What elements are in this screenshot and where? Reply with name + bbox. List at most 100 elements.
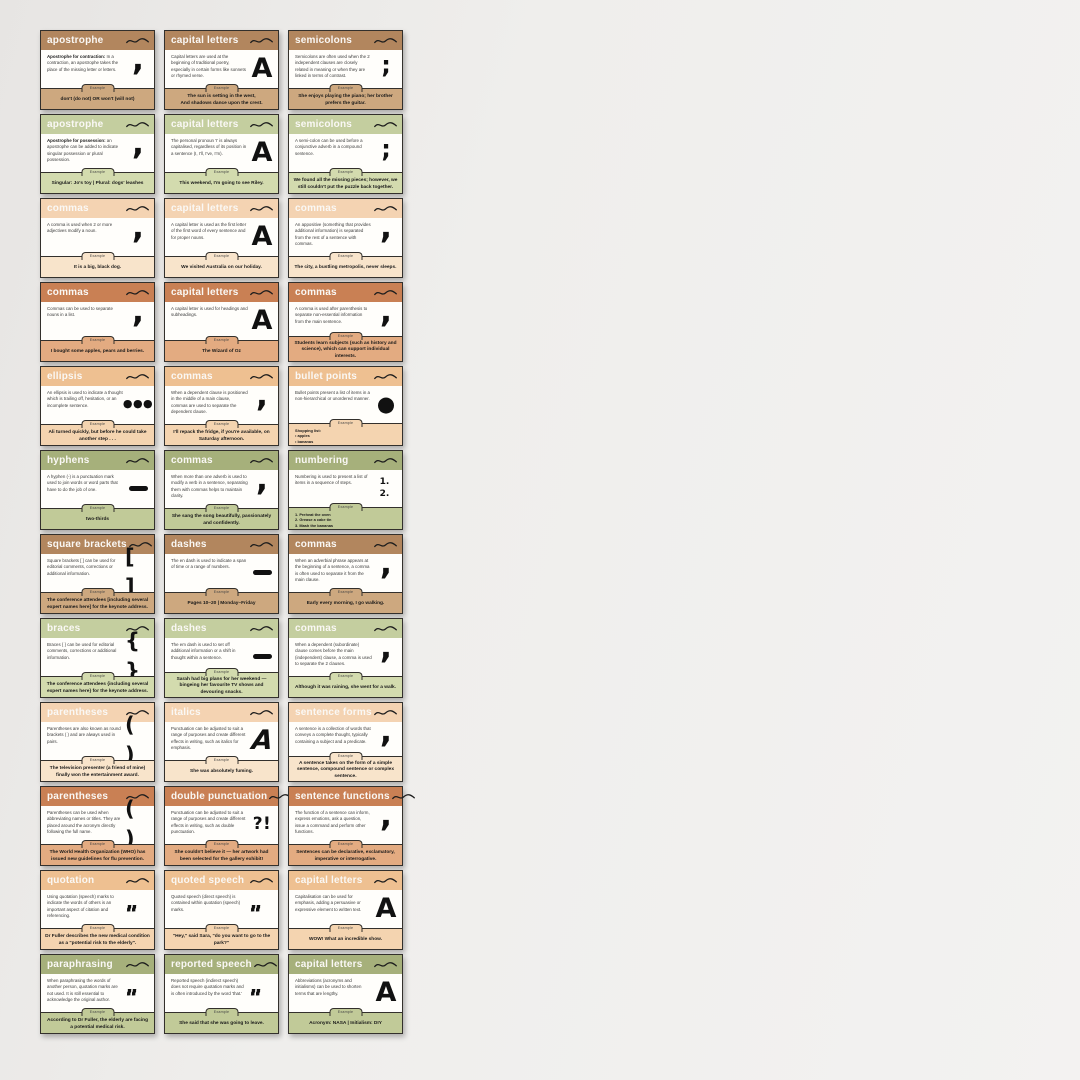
card-example: Example don't (do not) OR won't (will not…: [41, 84, 154, 109]
card-title: commas: [295, 538, 337, 550]
squiggle-icon: [374, 373, 397, 379]
card-example: Example She sang the song beautifully, pa…: [165, 504, 278, 529]
definition-text: An appositive (something that provides a…: [295, 222, 371, 247]
squiggle-icon: [374, 625, 397, 631]
squiggle-icon: [250, 205, 273, 211]
card-sentence-forms: sentence forms A sentence is a collection…: [288, 702, 403, 782]
card-parentheses: parentheses Parentheses are also known as…: [40, 702, 155, 782]
card-definition: Bullet points present a list of items in…: [289, 386, 402, 423]
squiggle-icon: [374, 289, 397, 295]
squiggle-icon: [250, 37, 273, 43]
card-capital-letters: capital letters A capital letter is used …: [164, 198, 279, 278]
example-tab: Example: [205, 420, 238, 428]
example-text: Although it was raining, she went for a …: [294, 685, 396, 691]
card-header: quoted speech: [165, 871, 278, 890]
card-title: apostrophe: [47, 34, 104, 46]
card-definition: Apostrophe for possession: an apostrophe…: [41, 127, 154, 172]
card-commas: commas When a dependent clause is positio…: [164, 366, 279, 446]
squiggle-icon: [374, 541, 397, 547]
card-definition: An ellipsis is used to indicate a though…: [41, 386, 154, 424]
card-example: Example Shopping list: • apples • bananas: [289, 419, 402, 445]
example-text: A sentence takes on the form of a simple…: [296, 760, 395, 779]
squiggle-icon: [126, 457, 149, 463]
example-tab: Example: [81, 756, 114, 764]
comma-icon: ,: [379, 712, 393, 750]
card-semicolons: semicolons Semicolons are often used when…: [288, 30, 403, 110]
card-bullet-points: bullet points Bullet points present a lis…: [288, 366, 403, 446]
card-example: Example Singular: Jo's toy | Plural: dogs…: [41, 168, 154, 193]
card-header: commas: [289, 619, 402, 638]
definition-text: A hyphen (-) is a punctuation mark used …: [47, 474, 118, 492]
definition-text: an apostrophe can be added to indicate s…: [47, 138, 119, 163]
squiggle-icon: [374, 877, 397, 883]
example-tab: Example: [329, 503, 362, 512]
card-header: capital letters: [165, 199, 278, 218]
card-example: Example The television presenter (a frien…: [41, 756, 154, 781]
card-example: Example The conference attendees [includi…: [41, 588, 154, 613]
card-example: Example She couldn't believe it — her art…: [165, 840, 278, 865]
example-tab: Example: [81, 336, 114, 344]
card-hyphens: hyphens A hyphen (-) is a punctuation mar…: [40, 450, 155, 530]
definition-text: Numbering is used to present a list of i…: [295, 474, 368, 486]
example-tab: Example: [81, 840, 114, 848]
card-header: dashes: [165, 619, 278, 638]
bullet-icon: ●: [376, 391, 396, 416]
card-definition: Reported speech (indirect speech) does n…: [165, 974, 278, 1012]
card-example: Example 1. Preheat the oven 2. Grease a ca…: [289, 503, 402, 529]
squiggle-icon: [391, 793, 415, 799]
square-brackets-icon: [ ]: [125, 544, 136, 599]
parentheses-icon: ( ): [125, 712, 136, 767]
card-example: Example Students learn subjects (such as …: [289, 331, 402, 361]
parentheses-icon: ( ): [125, 796, 136, 851]
card-title: italics: [171, 706, 201, 718]
card-definition: Abbreviations (acronyms and initialisms)…: [289, 974, 402, 1012]
squiggle-icon: [126, 793, 149, 799]
card-header: semicolons: [289, 115, 402, 134]
hyphen-icon: [125, 471, 151, 505]
definition-text: A comma is used after parenthesis to sep…: [295, 306, 368, 324]
example-tab: Example: [81, 672, 114, 680]
card-example: Example Early every morning, I go walking…: [289, 588, 402, 613]
example-tab: Example: [329, 168, 362, 176]
quotes-icon: “ ”: [249, 901, 264, 925]
squiggle-icon: [374, 961, 397, 967]
example-text: The conference attendees [including seve…: [46, 598, 149, 610]
double-punctuation-icon: ?!: [252, 813, 272, 834]
squiggle-icon: [250, 289, 273, 295]
card-definition: Parentheses are also known as round brac…: [41, 712, 154, 767]
card-example: Example two-thirds: [41, 504, 154, 529]
example-tab: Example: [329, 419, 362, 428]
card-title: commas: [171, 370, 213, 382]
example-tab: Example: [81, 588, 114, 596]
example-line: And shadows dance upon the crest.: [180, 100, 263, 106]
squiggle-icon: [250, 877, 273, 883]
card-definition: Using quotation (speech) marks to indica…: [41, 890, 154, 928]
card-title: capital letters: [171, 202, 239, 214]
example-text: "Hey," said Sara, "do you want to go to …: [172, 934, 271, 946]
example-tab: Example: [329, 840, 362, 848]
squiggle-icon: [250, 709, 273, 715]
definition-text: Parentheses can be used when abbreviatin…: [47, 810, 121, 835]
card-definition: A comma is used when 2 or more adjective…: [41, 211, 154, 256]
example-tab: Example: [81, 84, 114, 92]
squiggle-icon: [250, 541, 273, 547]
card-header: capital letters: [289, 871, 402, 890]
card-header: capital letters: [165, 31, 278, 50]
card-definition: Braces { } can be used for editorial com…: [41, 629, 154, 683]
squiggle-icon: [126, 625, 149, 631]
squiggle-icon: [126, 289, 149, 295]
definition-text: Punctuation can be adjusted to suit a ra…: [171, 810, 246, 835]
definition-text: Semicolons are often used when the 2 ind…: [295, 54, 370, 79]
definition-text: Punctuation can be adjusted to suit a ra…: [171, 726, 246, 751]
squiggle-icon: [128, 541, 152, 547]
squiggle-icon: [250, 121, 273, 127]
semicolon-icon: ;: [381, 135, 391, 163]
quotes-icon: “ ”: [125, 985, 140, 1009]
card-title: sentence functions: [295, 790, 390, 802]
example-tab: Example: [329, 331, 362, 340]
card-definition: An appositive (something that provides a…: [289, 211, 402, 256]
card-definition: The en dash is used to indicate a span o…: [165, 554, 278, 592]
example-text: She couldn't believe it — her artwork ha…: [174, 850, 269, 862]
card-example: Example Ali turned quickly, but before he…: [41, 420, 154, 445]
example-text: She said that she was going to leave.: [179, 1021, 264, 1027]
